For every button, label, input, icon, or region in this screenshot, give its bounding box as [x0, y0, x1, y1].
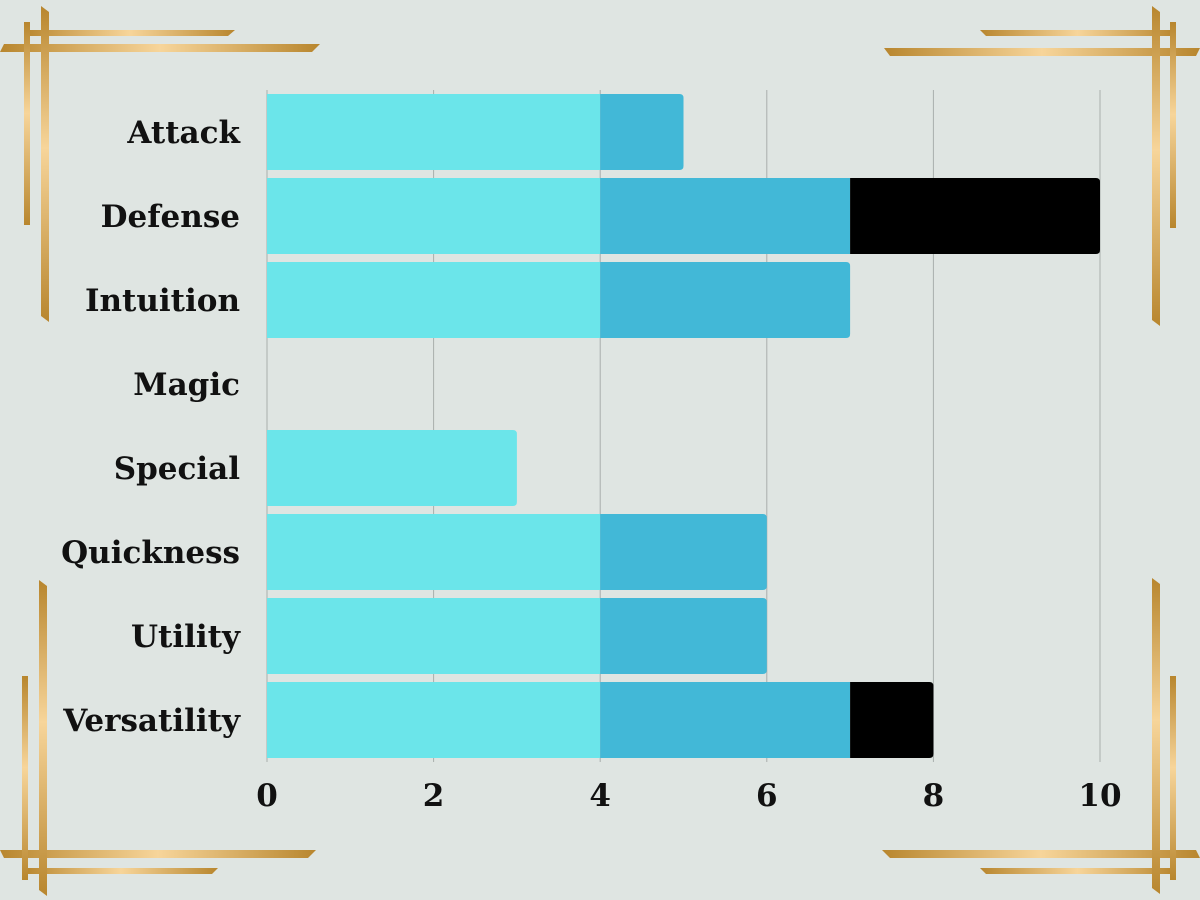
x-tick-label-6: 6 — [756, 778, 778, 814]
bar-defense-segment-1 — [267, 178, 601, 254]
x-tick-label-4: 4 — [589, 778, 611, 814]
bar-versatility-segment-2 — [600, 682, 851, 758]
bar-quickness-segment-2 — [600, 514, 767, 590]
category-label-defense: Defense — [101, 199, 240, 235]
x-tick-label-10: 10 — [1078, 778, 1121, 814]
frame-corner-bottom-right — [882, 578, 1200, 894]
x-axis-tick-labels: 0 2 4 6 8 10 — [256, 778, 1121, 814]
category-label-intuition: Intuition — [85, 283, 240, 319]
category-label-attack: Attack — [126, 115, 241, 151]
bar-attack-segment-2 — [600, 94, 684, 170]
category-label-special: Special — [114, 451, 240, 487]
frame-corner-top-right — [884, 6, 1200, 326]
bar-utility-segment-1 — [267, 598, 601, 674]
x-tick-label-2: 2 — [423, 778, 445, 814]
bars — [267, 94, 1100, 758]
bar-defense-segment-3 — [850, 178, 1100, 254]
bar-utility-segment-2 — [600, 598, 767, 674]
frame-corner-bottom-left — [0, 580, 316, 896]
x-tick-label-8: 8 — [923, 778, 945, 814]
category-label-versatility: Versatility — [62, 703, 241, 739]
category-label-utility: Utility — [131, 619, 241, 655]
bar-versatility-segment-3 — [850, 682, 934, 758]
decorative-gold-frame — [0, 6, 1200, 896]
category-labels: Attack Defense Intuition Magic Special Quickn… — [61, 115, 241, 739]
x-tick-label-0: 0 — [256, 778, 278, 814]
bar-special-segment-1 — [267, 430, 517, 506]
bar-intuition-segment-2 — [600, 262, 851, 338]
bar-defense-segment-2 — [600, 178, 851, 254]
bar-versatility-segment-1 — [267, 682, 601, 758]
bar-intuition-segment-1 — [267, 262, 601, 338]
bar-quickness-segment-1 — [267, 514, 601, 590]
bar-attack-segment-1 — [267, 94, 601, 170]
frame-corner-top-left — [0, 6, 320, 322]
category-label-magic: Magic — [133, 367, 240, 403]
category-label-quickness: Quickness — [61, 535, 240, 571]
